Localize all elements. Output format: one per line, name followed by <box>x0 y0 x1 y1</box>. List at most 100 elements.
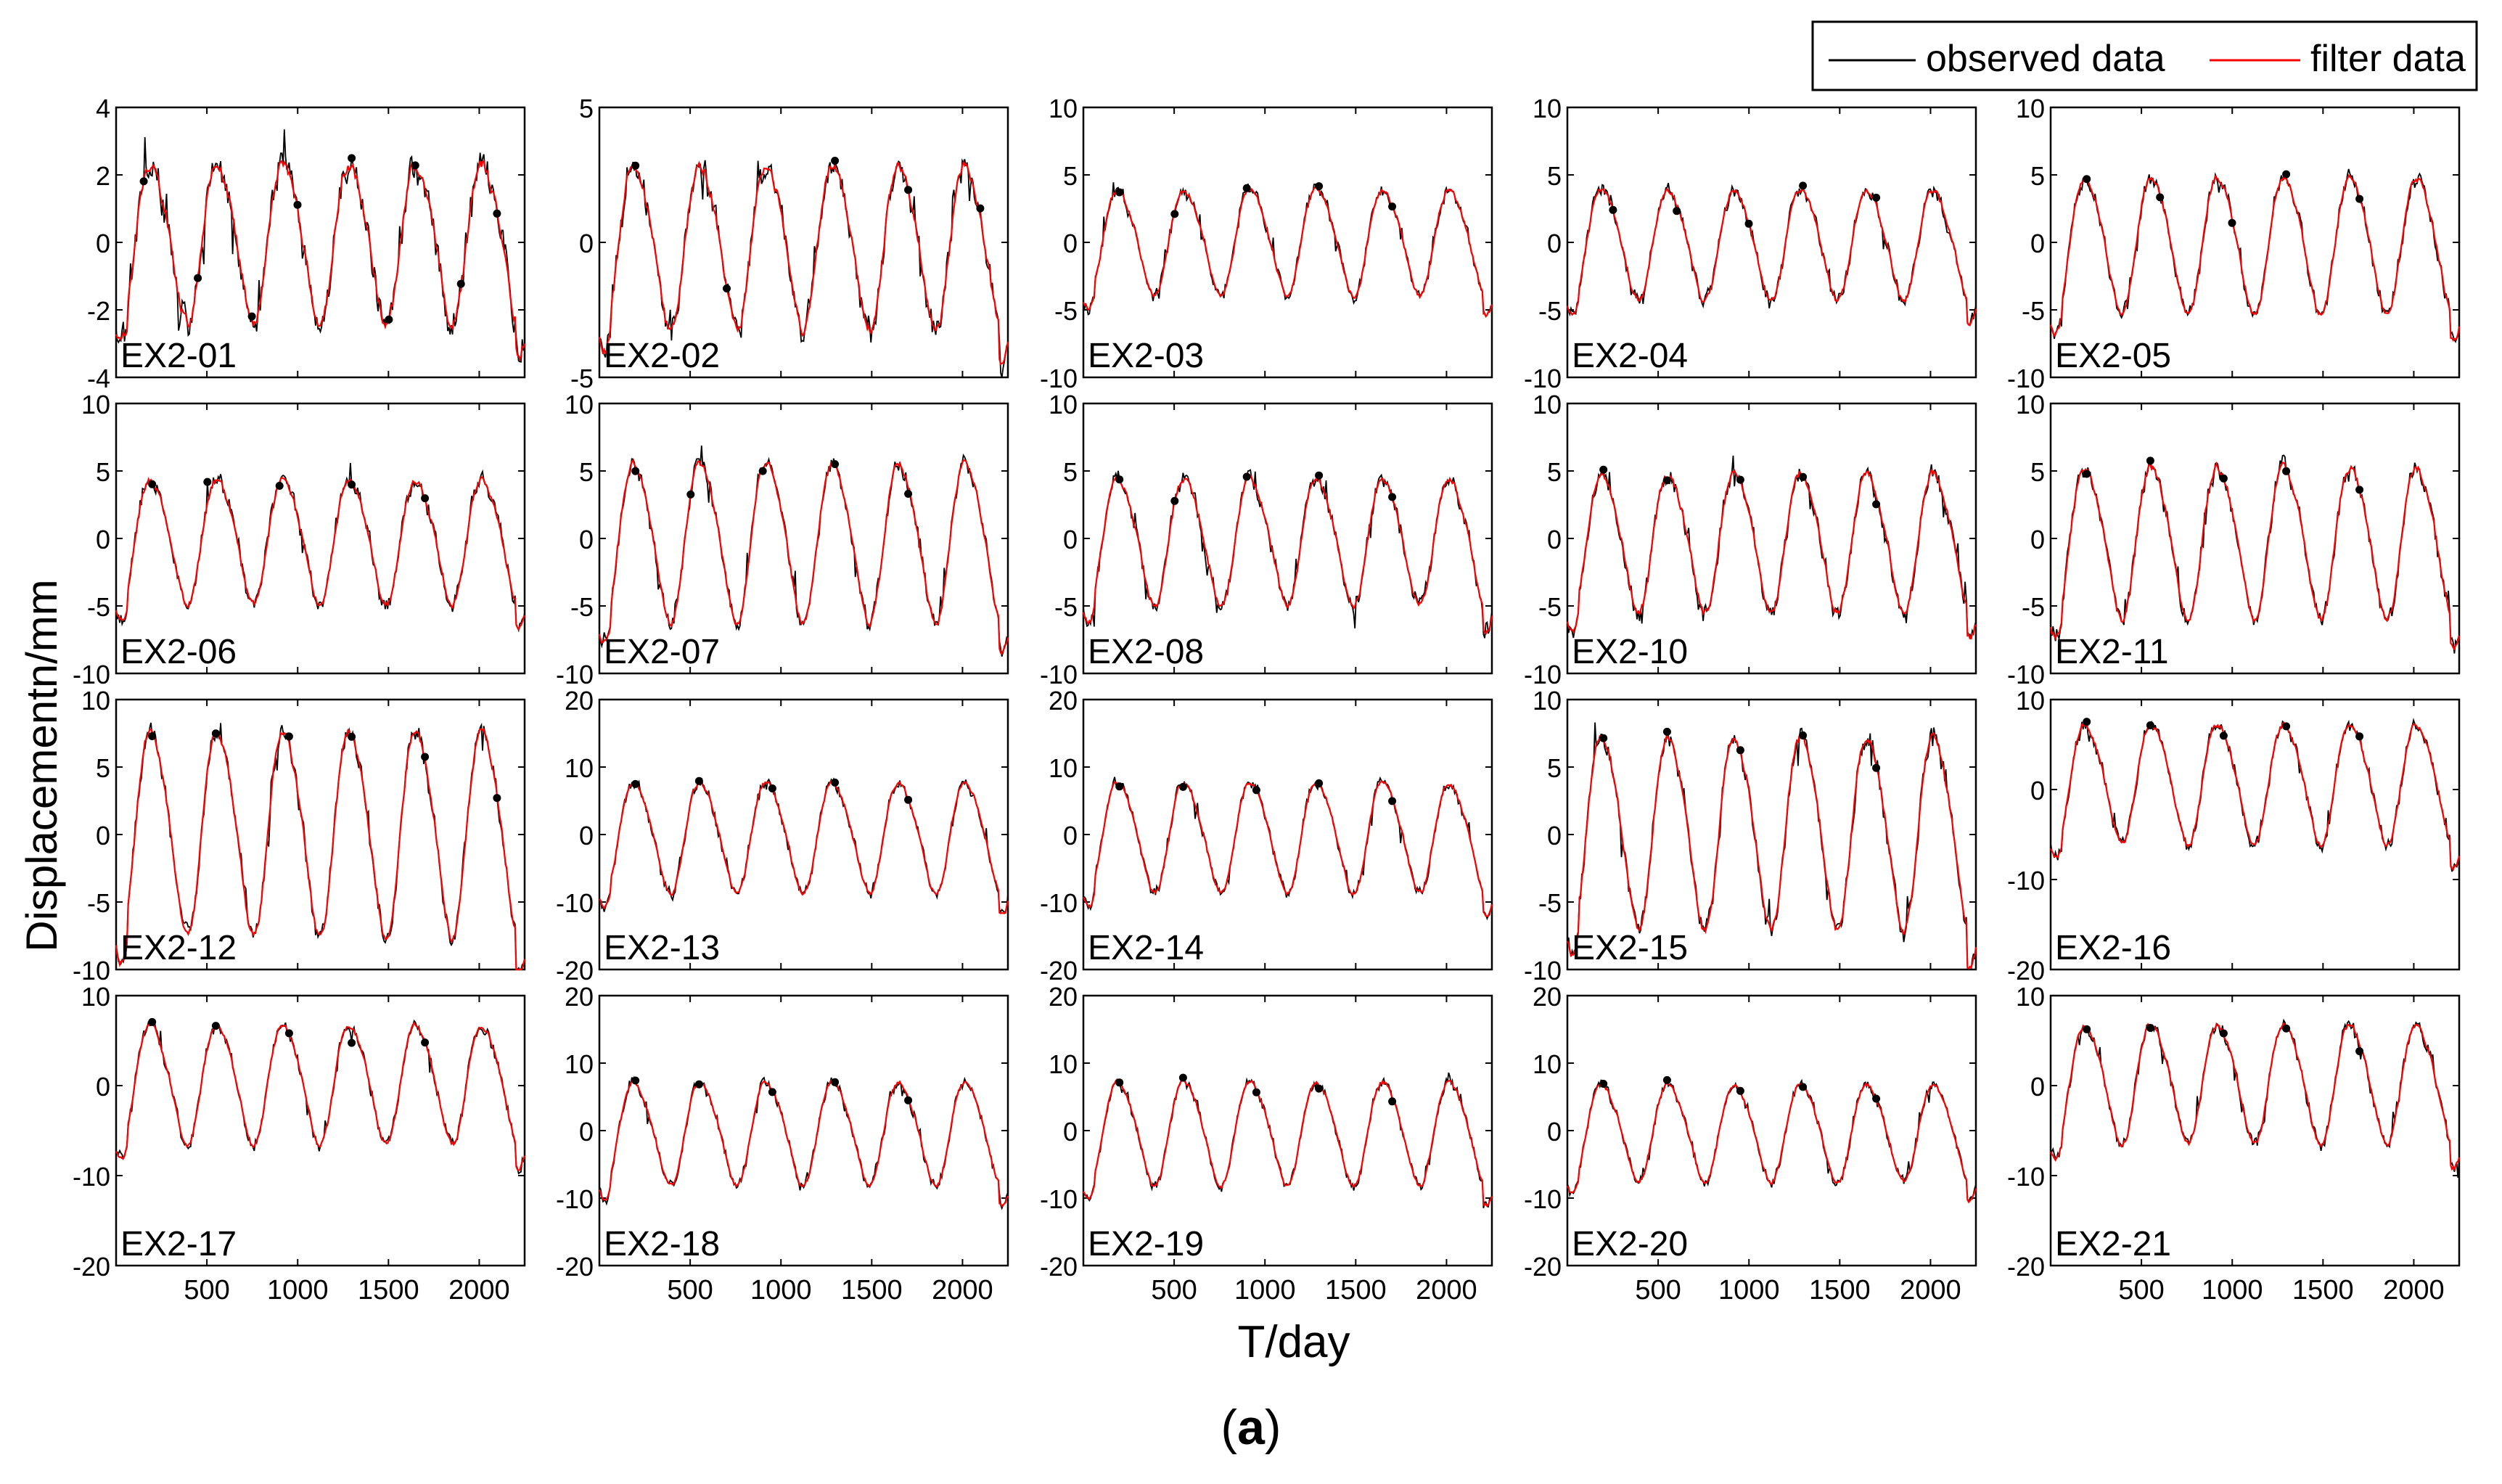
y-tick-label: -10 <box>1524 1184 1562 1214</box>
data-point <box>275 482 284 490</box>
y-tick-label: 5 <box>579 457 594 487</box>
filter-data-line <box>115 159 526 362</box>
data-point <box>1799 1083 1808 1091</box>
y-tick-label: -20 <box>2007 956 2045 985</box>
caption-open-paren: ( <box>1221 1400 1237 1455</box>
y-tick-label: -10 <box>556 1184 594 1214</box>
filter-data-line <box>598 459 1009 655</box>
data-point <box>1115 188 1124 197</box>
data-point <box>2083 718 2091 726</box>
filter-data-line <box>1082 186 1493 319</box>
y-tick-label: -20 <box>1040 1252 1078 1282</box>
filter-data-line <box>115 475 525 631</box>
data-point <box>293 200 302 209</box>
data-point <box>2228 218 2236 227</box>
data-point <box>1736 475 1744 484</box>
filter-data-line <box>1083 780 1493 917</box>
data-point <box>1872 1094 1881 1103</box>
data-point <box>284 732 293 741</box>
observed-data-line <box>1567 722 1977 970</box>
panel-frame <box>598 402 1009 675</box>
panel-frame <box>1566 402 1977 675</box>
y-tick-label: -10 <box>556 888 594 918</box>
x-axis-label: T/day <box>1237 1317 1350 1367</box>
panel-ex2-11: -10 -5 0 5 10 EX2-11 <box>2007 390 2461 689</box>
y-tick-label: 0 <box>1547 525 1562 554</box>
panel-ex2-21: -20 -10 0 10 500 1000 1500 2000 EX2-21 <box>2007 982 2461 1305</box>
y-tick-label: 5 <box>2030 161 2045 191</box>
data-point <box>723 284 731 292</box>
y-tick-label: 4 <box>96 94 110 123</box>
data-point <box>1662 476 1671 485</box>
panel-ex2-12: -10 -5 0 5 10 EX2-12 <box>73 686 526 985</box>
data-point <box>211 729 220 738</box>
filter-data-line <box>599 779 1009 914</box>
y-tick-label: 0 <box>1547 1117 1562 1147</box>
panel-label: EX2-02 <box>604 337 720 375</box>
x-tick-label: 2000 <box>448 1275 510 1305</box>
data-point <box>385 315 393 324</box>
y-tick-label: 0 <box>2030 525 2045 554</box>
data-point <box>631 1076 640 1085</box>
data-point <box>1799 472 1808 481</box>
data-point <box>904 1096 913 1104</box>
data-point <box>1736 1086 1744 1095</box>
x-tick-label: 1000 <box>1718 1275 1780 1305</box>
data-point <box>1673 207 1681 216</box>
filter-data-line <box>1566 187 1977 327</box>
panel-label: EX2-16 <box>2055 929 2171 967</box>
filter-data-line <box>598 160 1009 366</box>
x-tick-label: 1500 <box>841 1275 903 1305</box>
data-point <box>203 477 212 486</box>
data-point <box>768 784 776 792</box>
filter-data-line <box>1567 731 1977 970</box>
data-point <box>831 778 840 787</box>
data-point <box>348 480 356 489</box>
panel-ex2-16: -20 -10 0 10 EX2-16 <box>2007 686 2461 985</box>
panel-label: EX2-08 <box>1088 633 1204 671</box>
filter-data-line <box>2050 1022 2461 1171</box>
y-tick-label: 5 <box>1063 161 1078 191</box>
data-point <box>631 779 640 788</box>
data-point <box>2355 732 2364 741</box>
y-tick-label: 0 <box>2030 229 2045 258</box>
panel-frame <box>115 402 526 675</box>
y-tick-label: 20 <box>1049 982 1078 1012</box>
data-point <box>1252 786 1260 795</box>
data-point <box>694 776 703 785</box>
panel-ex2-06: -10 -5 0 5 10 EX2-06 <box>73 390 526 689</box>
y-tick-label: 10 <box>2016 390 2045 419</box>
y-tick-label: -10 <box>1040 888 1078 918</box>
data-point <box>1662 1075 1671 1084</box>
panel-ex2-17: -20 -10 0 10 500 1000 1500 2000 EX2-17 <box>73 982 526 1305</box>
data-point <box>1170 210 1179 218</box>
data-point <box>1662 727 1671 736</box>
data-point <box>2083 175 2091 184</box>
y-tick-label: 10 <box>565 1049 594 1079</box>
y-tick-label: 0 <box>579 229 594 258</box>
y-tick-label: -2 <box>87 296 110 326</box>
y-tick-label: 0 <box>579 525 594 554</box>
data-point <box>493 794 501 803</box>
legend: observed data filter data <box>1811 20 2478 91</box>
y-tick-label: 0 <box>2030 1072 2045 1102</box>
y-tick-label: 10 <box>2016 686 2045 716</box>
data-point <box>2282 1024 2291 1033</box>
y-tick-label: -10 <box>1040 1184 1078 1214</box>
data-point <box>631 161 640 170</box>
data-point <box>2146 1024 2154 1032</box>
y-tick-label: 10 <box>1049 1049 1078 1079</box>
panel-label: EX2-15 <box>1572 929 1688 967</box>
data-point <box>1599 734 1608 742</box>
x-tick-label: 1000 <box>267 1275 329 1305</box>
data-point <box>1872 193 1881 202</box>
y-tick-label: -5 <box>570 364 594 393</box>
panel-frame <box>598 994 1009 1267</box>
panel-frame <box>1566 994 1977 1267</box>
data-point <box>2282 467 2291 475</box>
data-point <box>2355 194 2364 203</box>
panel-frame <box>1082 994 1493 1267</box>
y-tick-label: -5 <box>1054 296 1078 326</box>
y-tick-label: -10 <box>1524 956 1562 985</box>
data-point <box>1599 465 1608 474</box>
